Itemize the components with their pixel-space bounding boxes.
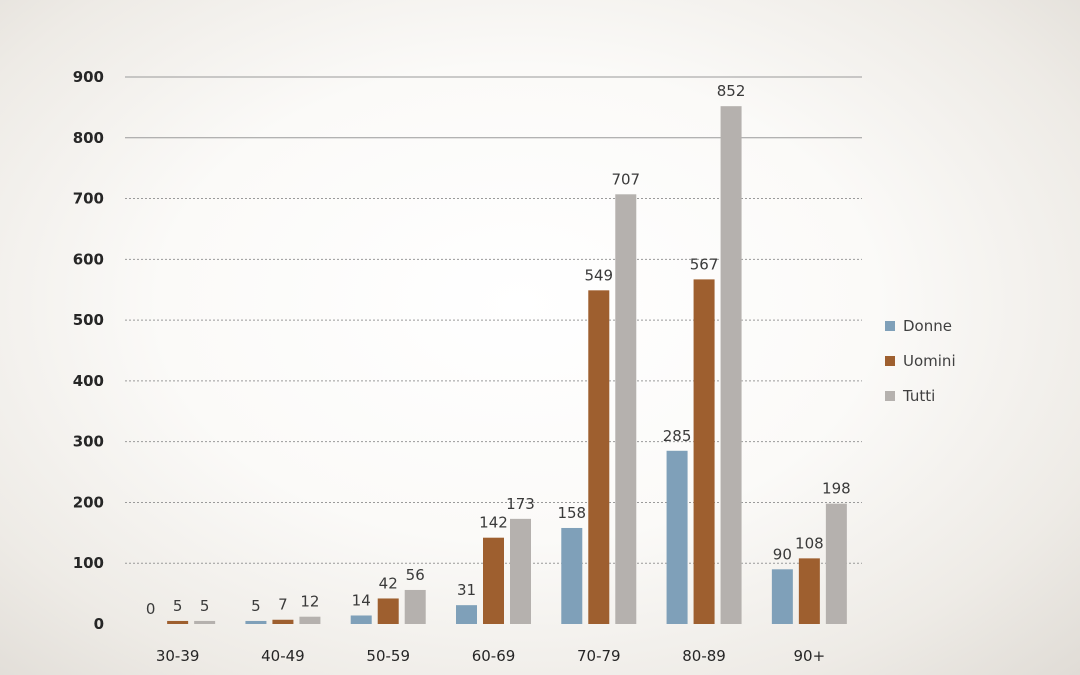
- data-label: 852: [717, 82, 746, 100]
- data-label: 5: [173, 597, 183, 615]
- y-tick-label: 900: [73, 68, 104, 86]
- data-label: 285: [663, 427, 692, 445]
- legend-swatch-tutti: [885, 391, 895, 401]
- data-label: 5: [251, 597, 261, 615]
- y-tick-label: 300: [73, 433, 104, 451]
- bar-donne-60-69: [456, 605, 477, 624]
- bar-tutti-70-79: [615, 194, 637, 624]
- data-label: 567: [690, 255, 719, 273]
- legend-swatch-donne: [885, 321, 895, 331]
- bar-tutti-50-59: [404, 589, 426, 624]
- data-label: 142: [479, 514, 508, 532]
- x-category-label: 90+: [794, 647, 826, 665]
- bar-donne-90+: [771, 569, 793, 624]
- data-label: 12: [300, 593, 319, 611]
- y-tick-label: 200: [73, 493, 104, 511]
- bar-uomini-60-69: [483, 537, 504, 624]
- bar-tutti-90+: [825, 503, 847, 624]
- x-category-label: 30-39: [156, 647, 200, 665]
- data-label: 90: [773, 545, 792, 563]
- y-tick-label: 100: [73, 554, 104, 572]
- bar-uomini-40-49: [272, 619, 294, 624]
- data-label: 5: [200, 597, 210, 615]
- x-category-label: 70-79: [577, 647, 621, 665]
- bar-donne-40-49: [245, 620, 267, 624]
- bar-donne-80-89: [666, 450, 688, 624]
- data-label: 42: [379, 574, 398, 592]
- legend-label-tutti: Tutti: [902, 387, 935, 405]
- data-label: 0: [146, 600, 156, 618]
- y-axis: 0 100 200 300 400 500 600 700 800 900: [73, 68, 104, 633]
- data-label: 56: [406, 566, 425, 584]
- legend-swatch-uomini: [885, 356, 895, 366]
- data-label: 14: [352, 591, 371, 609]
- bar-uomini-30-39: [167, 620, 189, 624]
- y-tick-label: 600: [73, 250, 104, 268]
- bar-tutti-30-39: [194, 620, 216, 624]
- bar-donne-70-79: [561, 527, 583, 624]
- x-category-label: 40-49: [261, 647, 305, 665]
- bar-tutti-40-49: [299, 616, 321, 624]
- y-tick-label: 800: [73, 129, 104, 147]
- data-label: 198: [822, 480, 851, 498]
- x-category-label: 50-59: [366, 647, 410, 665]
- data-label: 158: [557, 504, 586, 522]
- data-label: 549: [584, 266, 613, 284]
- bars: [167, 106, 847, 624]
- bar-tutti-60-69: [510, 518, 531, 624]
- y-tick-label: 500: [73, 311, 104, 329]
- legend-label-uomini: Uomini: [903, 352, 956, 370]
- bar-uomini-80-89: [693, 279, 715, 624]
- data-label: 108: [795, 534, 824, 552]
- bar-uomini-90+: [798, 558, 820, 624]
- x-category-label: 60-69: [472, 647, 516, 665]
- bar-uomini-70-79: [588, 290, 610, 624]
- bar-uomini-50-59: [377, 598, 399, 624]
- gridlines: [125, 76, 862, 564]
- x-axis: 30-39 40-49 50-59 60-69 70-79 80-89 90+: [156, 647, 825, 665]
- bar-donne-50-59: [350, 615, 372, 624]
- legend-label-donne: Donne: [903, 317, 952, 335]
- data-label: 7: [278, 596, 288, 614]
- y-tick-label: 0: [94, 615, 104, 633]
- data-label: 31: [457, 581, 476, 599]
- data-label: 173: [506, 495, 535, 513]
- y-tick-label: 700: [73, 190, 104, 208]
- legend: Donne Uomini Tutti: [885, 317, 956, 405]
- bar-tutti-80-89: [720, 106, 742, 624]
- data-label: 707: [611, 170, 640, 188]
- x-category-label: 80-89: [682, 647, 726, 665]
- y-tick-label: 400: [73, 372, 104, 390]
